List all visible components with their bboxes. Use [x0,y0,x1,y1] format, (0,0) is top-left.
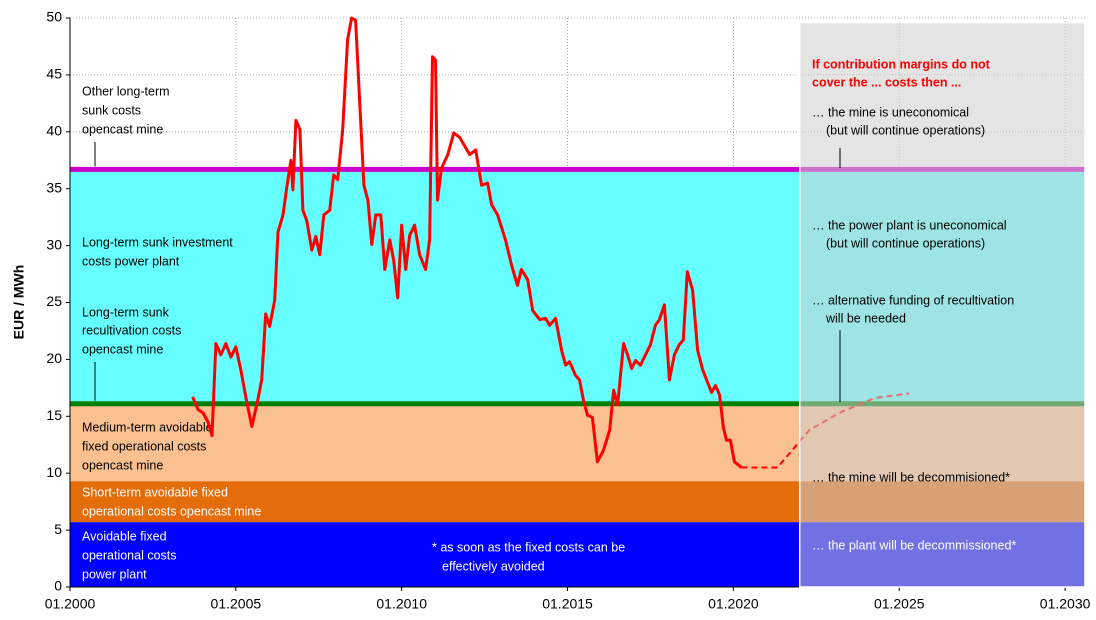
level-label: Long-term sunk [82,305,170,319]
region-title: If contribution margins do not [812,57,991,71]
level-label: opencast mine [82,342,163,356]
y-axis-label: EUR / MWh [11,265,27,340]
y-tick-label: 45 [46,66,62,82]
x-tick-label: 01.2020 [708,596,759,612]
region-note: … the mine will be decommisioned* [812,470,1010,484]
region-note: … the plant will be decommissioned* [812,538,1016,552]
y-tick-label: 50 [46,9,62,25]
region-note: will be needed [825,311,906,325]
footnote: * as soon as the fixed costs can be [432,540,625,554]
y-tick-label: 35 [46,179,62,195]
level-label: opencast mine [82,122,163,136]
x-tick-label: 01.2000 [45,596,96,612]
y-tick-label: 40 [46,123,62,139]
band-label: Short-term avoidable fixed [82,485,228,499]
footnote: effectively avoided [442,559,545,573]
shaded-region [798,21,1086,588]
y-tick-label: 20 [46,350,62,366]
x-tick-label: 01.2005 [211,596,262,612]
y-tick-label: 10 [46,464,62,480]
x-tick-label: 01.2015 [542,596,593,612]
band-label: Avoidable fixed [82,529,167,543]
y-tick-label: 15 [46,407,62,423]
level-label: recultivation costs [82,323,181,337]
y-tick-label: 5 [54,521,62,537]
level-label: sunk costs [82,103,141,117]
band-label: Medium-term avoidable [82,420,213,434]
band-label: power plant [82,567,147,581]
y-tick-label: 0 [54,578,62,594]
region-note: (but will continue operations) [826,123,985,137]
region-note: … alternative funding of recultivation [812,293,1014,307]
band-label: operational costs [82,548,177,562]
y-tick-label: 30 [46,236,62,252]
band-label: Long-term sunk investment [82,235,233,249]
price-line [191,16,743,469]
band-label: costs power plant [82,254,180,268]
level-label: Other long-term [82,84,170,98]
band-label: opencast mine [82,458,163,472]
region-note: … the power plant is uneconomical [812,218,1007,232]
x-tick-label: 01.2025 [874,596,925,612]
x-tick-label: 01.2030 [1040,596,1091,612]
x-tick-label: 01.2010 [376,596,427,612]
region-title: cover the ... costs then ... [812,75,961,89]
band-label: operational costs opencast mine [82,504,261,518]
y-tick-label: 25 [46,293,62,309]
region-note: (but will continue operations) [826,236,985,250]
region-note: … the mine is uneconomical [812,105,969,119]
band-label: fixed operational costs [82,439,206,453]
